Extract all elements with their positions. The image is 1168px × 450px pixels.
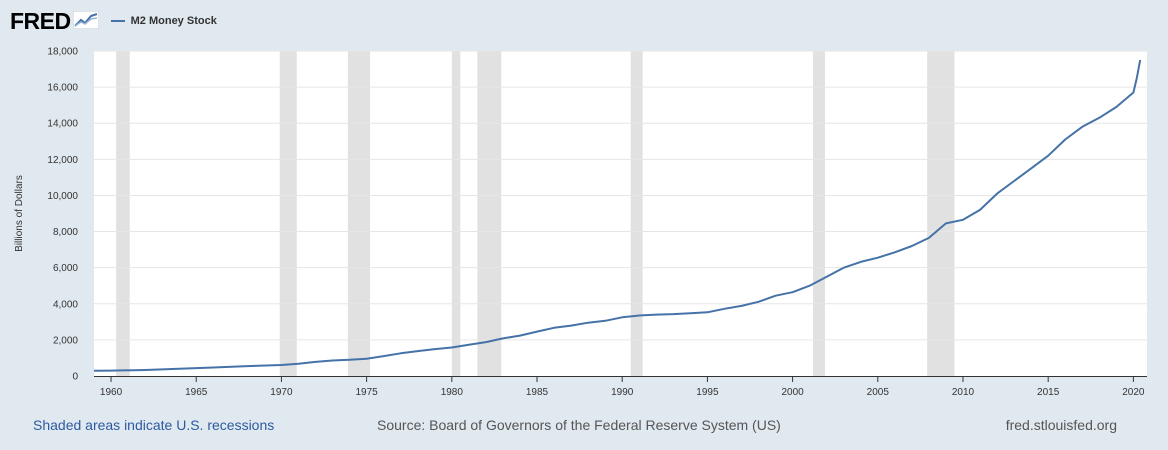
x-tick-label: 1985: [526, 387, 549, 398]
y-tick-label: 18,000: [47, 47, 78, 58]
recession-band: [451, 51, 461, 376]
recession-band: [347, 51, 371, 376]
legend-series-label: M2 Money Stock: [130, 15, 217, 27]
recession-band: [813, 51, 825, 376]
series-line: [93, 59, 1142, 372]
x-tick-label: 1960: [100, 387, 123, 398]
fred-logo[interactable]: FRED: [10, 7, 71, 34]
recession-band: [279, 51, 297, 376]
x-tick-label: 2005: [867, 387, 890, 398]
y-tick-label: 8,000: [53, 227, 78, 238]
site-link[interactable]: fred.stlouisfed.org: [1005, 417, 1117, 433]
chart-legend[interactable]: M2 Money Stock: [110, 15, 217, 27]
x-tick-label: 1990: [611, 387, 634, 398]
y-axis-title: Billions of Dollars: [14, 175, 25, 252]
chart-header: FRED M2 Money Stock: [10, 6, 217, 36]
x-tick-label: 1970: [270, 387, 293, 398]
recession-band: [630, 51, 643, 376]
x-tick-label: 2015: [1037, 387, 1060, 398]
y-tick-label: 4,000: [53, 299, 78, 310]
y-tick-label: 10,000: [47, 191, 78, 202]
legend-swatch: [110, 20, 125, 22]
y-tick-label: 6,000: [53, 263, 78, 274]
y-tick-label: 0: [72, 372, 78, 383]
x-tick-label: 2010: [952, 387, 975, 398]
x-tick-label: 2020: [1122, 387, 1145, 398]
fred-graph-icon: [72, 11, 99, 29]
x-tick-label: 2000: [781, 387, 804, 398]
plot-area: [94, 51, 1147, 376]
x-tick-label: 1980: [441, 387, 464, 398]
recessions-note[interactable]: Shaded areas indicate U.S. recessions: [33, 417, 275, 433]
recession-band: [477, 51, 502, 376]
recession-band: [927, 51, 955, 376]
source-note: Source: Board of Governors of the Federa…: [377, 417, 781, 433]
x-tick-label: 1995: [696, 387, 719, 398]
x-tick-label: 1965: [185, 387, 208, 398]
x-tick-label: 1975: [355, 387, 378, 398]
recession-band: [116, 51, 130, 376]
y-tick-label: 16,000: [47, 83, 78, 94]
y-tick-label: 12,000: [47, 155, 78, 166]
y-tick-label: 2,000: [53, 335, 78, 346]
y-tick-label: 14,000: [47, 119, 78, 130]
